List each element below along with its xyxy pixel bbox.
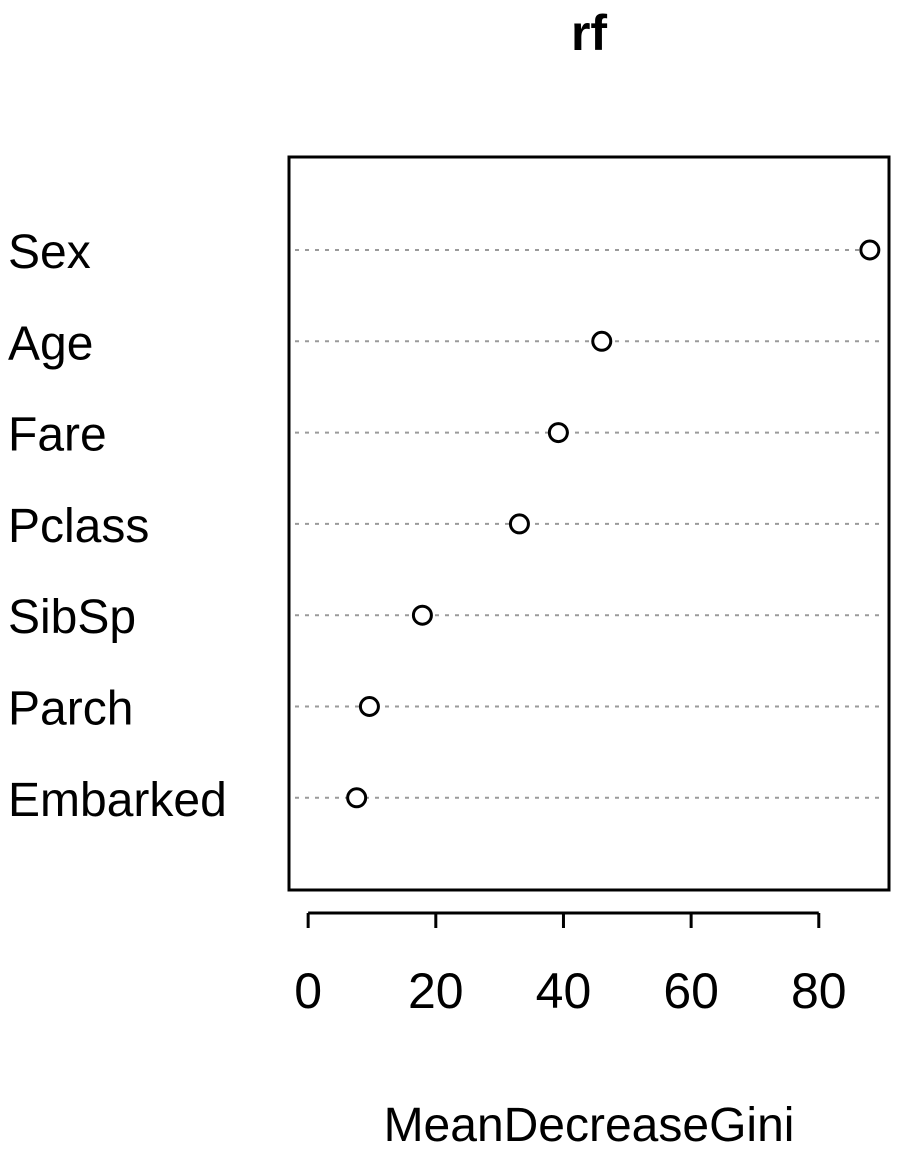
data-points [346,239,881,809]
guide-lines [295,249,885,799]
data-point-sex [859,239,881,261]
chart-title: rf [571,5,607,61]
plot-frame [287,155,891,892]
row-label-sex: Sex [8,226,91,279]
data-point-embarked [346,787,368,809]
x-tick-label-20: 20 [408,963,464,1019]
data-point-age [591,330,613,352]
row-label-sibsp: SibSp [8,591,136,644]
row-label-age: Age [8,317,93,370]
row-label-pclass: Pclass [8,500,149,553]
data-point-pclass [508,513,530,535]
row-label-fare: Fare [8,409,107,462]
data-point-sibsp [411,604,433,626]
x-tick-label-40: 40 [536,963,592,1019]
x-axis-title: MeanDecreaseGini [384,1099,795,1148]
x-tick-label-80: 80 [791,963,847,1019]
row-label-parch: Parch [8,683,133,736]
x-axis-tick-labels: 0 20 40 60 80 [294,963,846,1019]
x-tick-label-60: 60 [663,963,719,1019]
row-labels: Sex Age Fare Pclass SibSp Parch Embarked [8,226,227,827]
row-label-embarked: Embarked [8,774,227,827]
x-axis-ticks [306,913,821,928]
x-tick-label-0: 0 [294,963,322,1019]
data-point-parch [358,696,380,717]
data-point-fare [547,422,569,444]
